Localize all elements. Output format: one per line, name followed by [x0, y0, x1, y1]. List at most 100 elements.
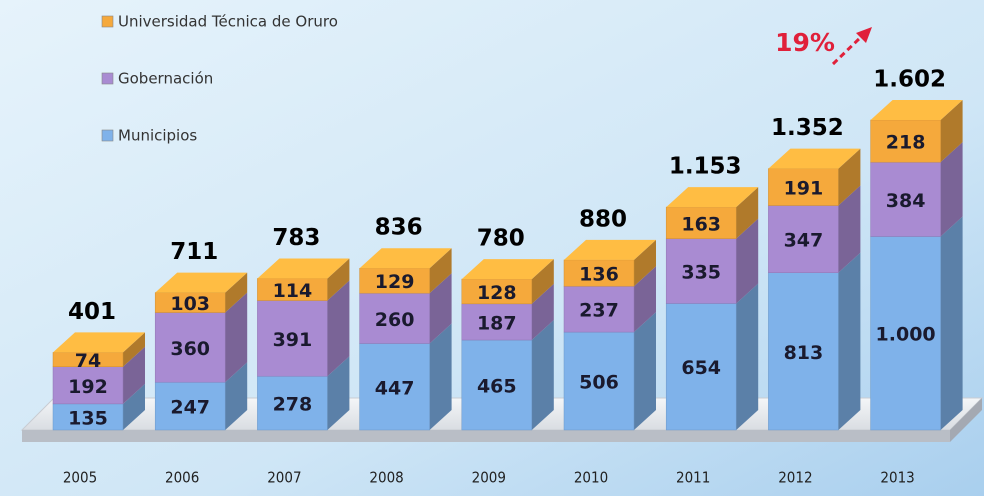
segment-label: 192	[68, 376, 108, 398]
total-label: 783	[272, 225, 320, 251]
bar-side	[531, 320, 554, 430]
segment-label: 335	[681, 262, 721, 284]
bar-segment	[359, 267, 430, 294]
legend-label: Municipios	[118, 127, 197, 145]
segment-label: 506	[579, 372, 619, 394]
segment-label: 237	[579, 300, 619, 322]
bar-segment	[359, 343, 430, 431]
segment-label: 129	[375, 271, 415, 293]
bar-segment	[665, 303, 737, 431]
annotation: 19%	[775, 28, 835, 57]
segment-label: 218	[886, 132, 926, 154]
x-tick-label: 2008	[369, 469, 403, 487]
bar-side	[634, 239, 656, 287]
bar-segment	[461, 339, 533, 431]
legend-swatch	[101, 15, 114, 28]
bar-side	[531, 283, 554, 341]
annotation-arrowhead	[856, 27, 872, 43]
bar-side	[531, 259, 554, 304]
bar-top	[53, 332, 145, 353]
total-label: 780	[477, 226, 525, 252]
bar-side	[327, 356, 350, 430]
bar-side	[123, 332, 145, 367]
bar-side	[940, 100, 963, 163]
segment-label: 813	[784, 342, 824, 364]
bar-side	[736, 187, 759, 239]
total-label: 1.602	[873, 67, 946, 93]
segment-label: 247	[170, 397, 210, 419]
bar-segment	[52, 403, 124, 431]
bar-side	[327, 258, 350, 301]
segment-label: 654	[681, 357, 721, 379]
bar-side	[429, 248, 452, 294]
x-tick-label: 2011	[676, 469, 710, 487]
bar-segment	[461, 303, 533, 341]
bar-side	[838, 148, 861, 206]
bar-side	[940, 216, 963, 430]
bar-top	[768, 148, 861, 169]
bar-side	[838, 185, 861, 273]
bar-side	[940, 142, 963, 237]
x-tick-label: 2012	[778, 469, 812, 487]
x-tick-label: 2007	[267, 469, 301, 487]
bar-side	[736, 283, 759, 430]
bar-segment	[768, 205, 839, 273]
bar-side	[429, 323, 452, 430]
bar-top	[666, 187, 759, 208]
bar-segment	[563, 285, 635, 333]
x-tick-label: 2013	[880, 469, 914, 487]
segment-label: 278	[273, 394, 313, 416]
bar-segment	[257, 300, 328, 377]
segment-label: 191	[784, 178, 824, 200]
segment-label: 103	[170, 293, 210, 315]
bar-side	[838, 252, 861, 430]
segment-label: 135	[68, 407, 108, 429]
bar-segment	[52, 366, 124, 405]
x-tick-label: 2010	[574, 469, 608, 487]
bar-side	[736, 218, 759, 304]
bar-segment	[154, 312, 226, 383]
bar-side	[225, 272, 248, 313]
bar-segment	[257, 375, 328, 431]
bar-side	[225, 362, 248, 430]
bar-top	[564, 239, 656, 260]
bar-segment	[665, 238, 737, 304]
segment-label: 465	[477, 376, 517, 398]
bar-segment	[563, 259, 635, 287]
bar-segment	[870, 161, 941, 237]
bar-top	[155, 272, 248, 293]
floor-front	[22, 430, 950, 442]
bar-top	[359, 248, 452, 269]
total-label: 711	[170, 239, 218, 265]
x-tick-label: 2006	[165, 469, 199, 487]
bar-top	[870, 100, 963, 120]
bar-segment	[768, 168, 839, 206]
bar-side	[429, 273, 452, 344]
legend-swatch	[101, 129, 114, 142]
bar-side	[225, 292, 248, 383]
bar-segment	[768, 272, 839, 431]
bar-segment	[461, 278, 533, 305]
x-tick-label: 2009	[472, 469, 506, 487]
segment-label: 1.000	[876, 324, 936, 346]
annotation-arrow	[831, 34, 864, 66]
bar-segment	[359, 292, 430, 344]
legend-swatch	[101, 72, 114, 85]
bar-segment	[870, 236, 941, 431]
floor-side	[950, 398, 982, 442]
bars: 135 192 74 401 247 360 103 711 278 391 114 783 447 26…	[52, 67, 963, 431]
bar-segment	[870, 119, 941, 163]
segment-label: 260	[375, 309, 415, 331]
bar-segment	[563, 331, 635, 431]
total-label: 836	[375, 215, 423, 241]
bar-side	[123, 346, 145, 404]
bar-side	[634, 266, 656, 333]
total-label: 880	[579, 206, 627, 232]
segment-label: 360	[170, 338, 210, 360]
segment-label: 384	[886, 190, 926, 212]
bar-top	[461, 259, 554, 280]
legend-label: Gobernación	[118, 70, 213, 88]
segment-label: 187	[477, 312, 517, 334]
total-label: 401	[68, 299, 116, 325]
segment-label: 391	[273, 329, 313, 351]
